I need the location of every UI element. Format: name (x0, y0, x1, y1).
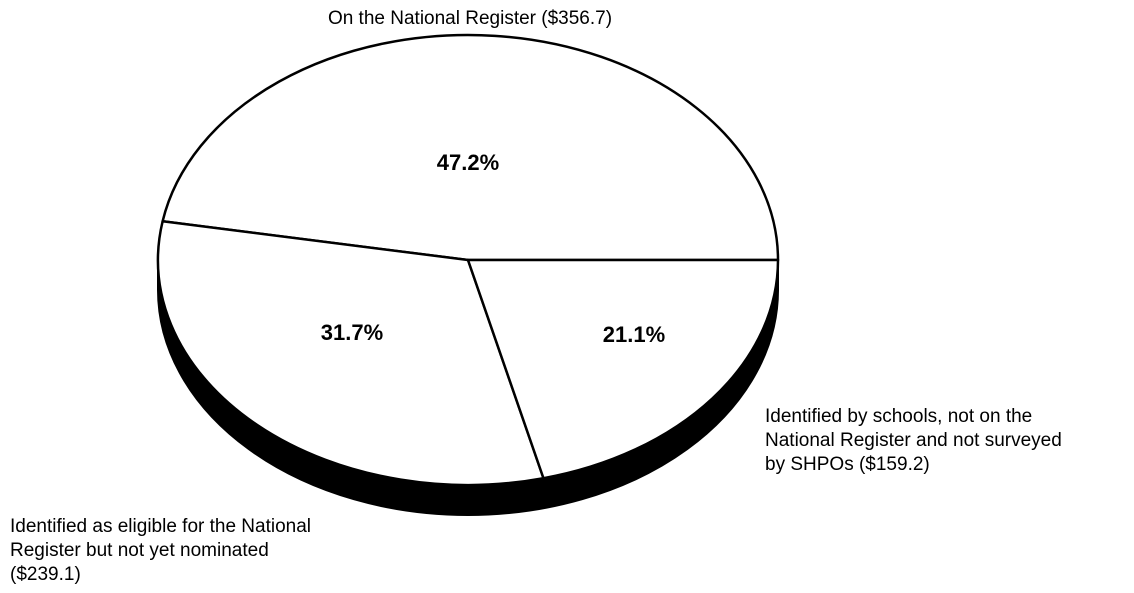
pie-slices (156, 33, 780, 487)
category-label-line: Register but not yet nominated (10, 540, 269, 561)
slice-category-label: On the National Register ($356.7) (328, 8, 612, 29)
pie-slice-2 (156, 220, 545, 487)
slice-percent-label: 21.1% (603, 322, 665, 347)
category-label-line: On the National Register ($356.7) (328, 8, 612, 29)
pie-slice-3 (466, 258, 780, 480)
slice-percent-label: 31.7% (321, 320, 383, 345)
category-label-line: Identified by schools, not on the (765, 406, 1032, 427)
category-label-line: Identified as eligible for the National (10, 516, 311, 537)
slice-percent-label: 47.2% (437, 150, 499, 175)
slice-category-label: Identified by schools, not on the Nation… (765, 406, 1067, 475)
category-label-line: National Register and not surveyed (765, 430, 1062, 451)
pie-slice-1 (161, 33, 780, 262)
category-label-line: by SHPOs ($159.2) (765, 454, 930, 475)
slice-category-label: Identified as eligible for the National … (10, 516, 316, 585)
category-label-line: ($239.1) (10, 564, 81, 585)
